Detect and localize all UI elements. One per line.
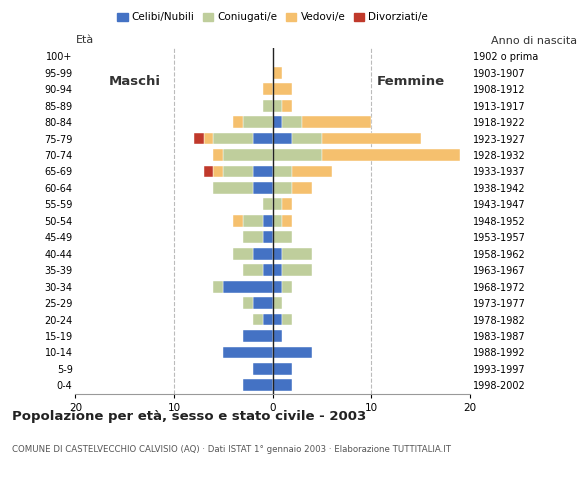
Bar (282, 313, 292, 325)
Bar (273, 281, 282, 292)
Bar (223, 149, 273, 161)
Bar (273, 198, 282, 210)
Text: COMUNE DI CASTELVECCHIO CALVISIO (AQ) · Dati ISTAT 1° gennaio 2003 · Elaborazion: COMUNE DI CASTELVECCHIO CALVISIO (AQ) · … (12, 445, 451, 455)
Bar (243, 215, 263, 227)
Bar (263, 231, 273, 243)
Bar (273, 231, 292, 243)
Bar (253, 166, 273, 177)
Bar (273, 363, 292, 375)
Bar (273, 116, 282, 128)
Bar (263, 313, 273, 325)
Bar (273, 132, 292, 144)
Bar (213, 132, 253, 144)
Bar (273, 182, 292, 194)
Bar (273, 313, 282, 325)
Text: Età: Età (75, 35, 93, 45)
Bar (273, 330, 282, 342)
Bar (213, 281, 223, 292)
Bar (213, 182, 253, 194)
Bar (282, 248, 312, 260)
Bar (263, 198, 273, 210)
Bar (273, 248, 282, 260)
Bar (243, 380, 273, 391)
Bar (213, 149, 223, 161)
Bar (223, 166, 253, 177)
Bar (263, 215, 273, 227)
Bar (322, 149, 460, 161)
Bar (302, 116, 371, 128)
Bar (273, 67, 282, 79)
Bar (273, 215, 282, 227)
Bar (292, 182, 312, 194)
Text: Anno di nascita: Anno di nascita (491, 36, 577, 46)
Text: Femmine: Femmine (376, 75, 445, 88)
Bar (282, 281, 292, 292)
Bar (194, 132, 204, 144)
Bar (322, 132, 420, 144)
Bar (253, 248, 273, 260)
Bar (253, 132, 273, 144)
Bar (213, 166, 223, 177)
Bar (273, 100, 282, 111)
Bar (282, 215, 292, 227)
Bar (273, 380, 292, 391)
Text: Maschi: Maschi (108, 75, 161, 88)
Bar (292, 166, 332, 177)
Bar (223, 347, 273, 359)
Bar (282, 198, 292, 210)
Text: Popolazione per età, sesso e stato civile - 2003: Popolazione per età, sesso e stato civil… (12, 410, 366, 423)
Bar (282, 116, 302, 128)
Bar (273, 347, 312, 359)
Bar (243, 231, 263, 243)
Bar (282, 264, 312, 276)
Bar (263, 100, 273, 111)
Bar (204, 132, 213, 144)
Bar (204, 166, 213, 177)
Bar (253, 297, 273, 309)
Bar (263, 83, 273, 95)
Bar (282, 100, 292, 111)
Bar (273, 297, 282, 309)
Bar (292, 132, 322, 144)
Bar (273, 149, 322, 161)
Bar (253, 313, 263, 325)
Bar (253, 182, 273, 194)
Bar (263, 264, 273, 276)
Bar (233, 116, 243, 128)
Bar (233, 215, 243, 227)
Bar (253, 363, 273, 375)
Bar (243, 330, 273, 342)
Bar (223, 281, 273, 292)
Bar (233, 248, 253, 260)
Bar (273, 264, 282, 276)
Bar (273, 83, 292, 95)
Bar (243, 116, 273, 128)
Bar (243, 264, 263, 276)
Legend: Celibi/Nubili, Coniugati/e, Vedovi/e, Divorziati/e: Celibi/Nubili, Coniugati/e, Vedovi/e, Di… (113, 8, 432, 26)
Bar (243, 297, 253, 309)
Bar (273, 166, 292, 177)
